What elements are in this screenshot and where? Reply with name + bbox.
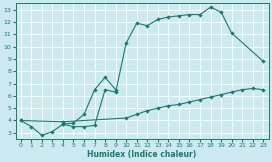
X-axis label: Humidex (Indice chaleur): Humidex (Indice chaleur): [87, 150, 197, 159]
